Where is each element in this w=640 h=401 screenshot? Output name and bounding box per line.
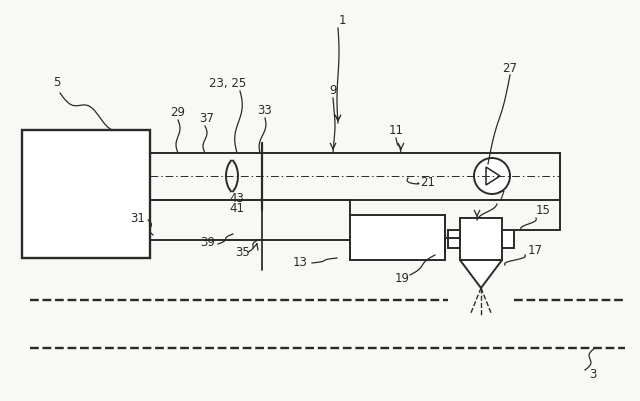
Text: 35: 35: [236, 245, 250, 259]
Text: 5: 5: [53, 77, 61, 89]
Text: 27: 27: [502, 61, 518, 75]
Text: 7: 7: [499, 190, 506, 203]
Bar: [448, 230, 460, 248]
Text: 9: 9: [329, 83, 337, 97]
Text: 21: 21: [420, 176, 435, 190]
Bar: [502, 230, 514, 248]
Text: 37: 37: [200, 111, 214, 124]
Text: 19: 19: [394, 271, 410, 284]
Bar: [350, 215, 445, 260]
Text: 33: 33: [258, 103, 273, 117]
Text: 13: 13: [292, 257, 307, 269]
Text: 1: 1: [339, 14, 346, 26]
Text: 23, 25: 23, 25: [209, 77, 246, 89]
Polygon shape: [486, 167, 500, 185]
Text: 43: 43: [230, 192, 244, 205]
Text: 11: 11: [388, 124, 403, 136]
Text: 31: 31: [131, 211, 145, 225]
Text: 29: 29: [170, 105, 186, 119]
Polygon shape: [460, 260, 502, 288]
Text: 15: 15: [536, 203, 550, 217]
Circle shape: [474, 158, 510, 194]
Text: 41: 41: [230, 201, 244, 215]
Text: 17: 17: [527, 243, 543, 257]
Bar: [460, 218, 502, 260]
Text: 39: 39: [200, 237, 216, 249]
Text: 3: 3: [589, 369, 596, 381]
Bar: [22, 130, 150, 258]
